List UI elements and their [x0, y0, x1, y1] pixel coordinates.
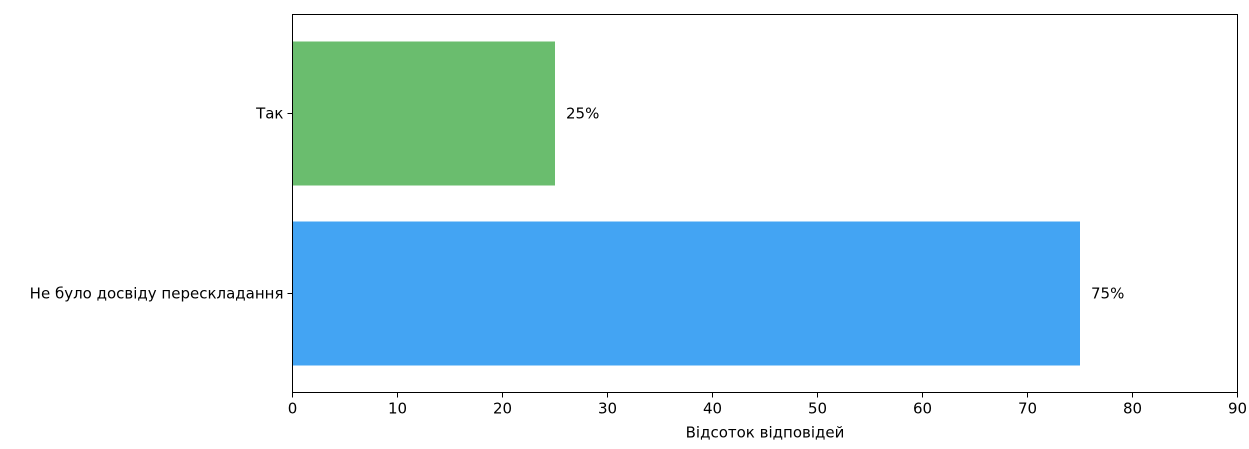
y-tick-label-1: Не було досвіду перескладання	[30, 285, 284, 303]
x-tick-label-1: 10	[388, 400, 407, 418]
x-tick-label-8: 80	[1123, 400, 1142, 418]
bar-0	[292, 41, 555, 186]
x-tick-label-5: 50	[808, 400, 827, 418]
x-tick-label-6: 60	[913, 400, 932, 418]
x-tick-label-7: 70	[1018, 400, 1037, 418]
x-tick-label-0: 0	[288, 400, 298, 418]
bar-value-label-0: 25%	[566, 105, 599, 123]
bar-1	[292, 221, 1080, 366]
y-tick-label-0: Так	[255, 105, 283, 123]
plot-frame	[292, 14, 1238, 393]
bars-layer	[292, 41, 1080, 366]
x-tick-label-2: 20	[493, 400, 512, 418]
x-axis-title: Відсоток відповідей	[686, 424, 845, 442]
x-tick-label-3: 30	[598, 400, 617, 418]
x-tick-label-4: 40	[703, 400, 722, 418]
data-labels-layer: 25% 75%	[566, 105, 1124, 303]
bar-value-label-1: 75%	[1091, 285, 1124, 303]
x-tick-label-9: 90	[1228, 400, 1247, 418]
y-axis: Так Не було досвіду перескладання	[30, 105, 293, 303]
x-axis: 0 10 20 30 40 50 60 70 80 90	[288, 392, 1247, 418]
